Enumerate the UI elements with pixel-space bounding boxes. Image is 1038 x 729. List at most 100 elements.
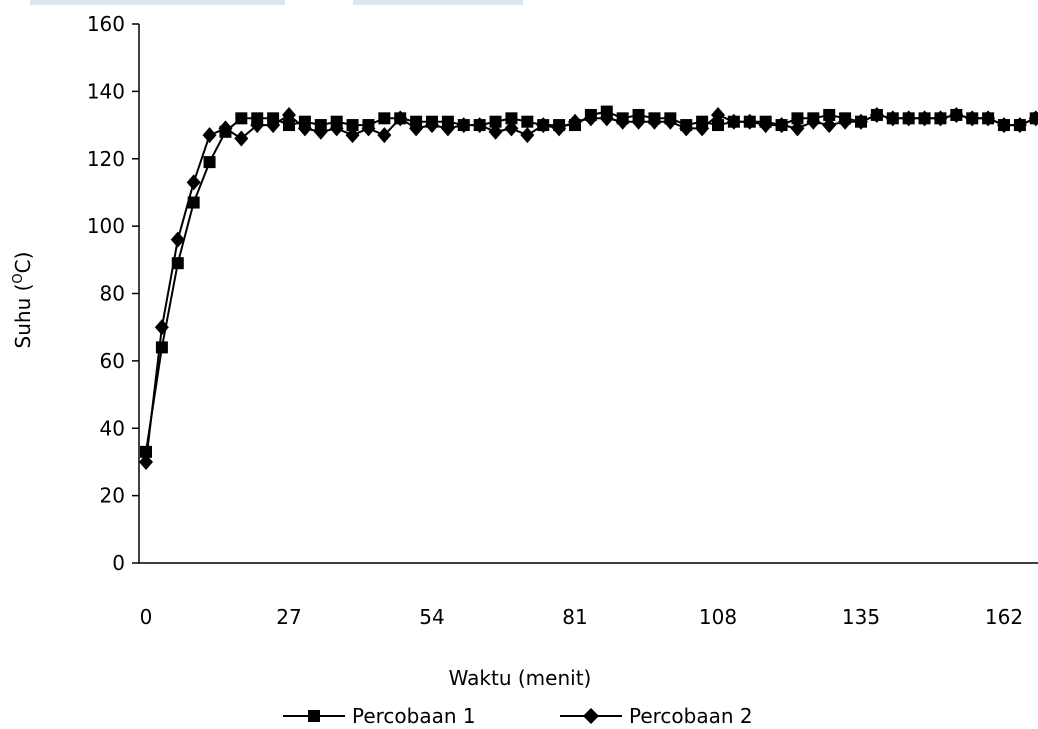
data-point-diamond [981,110,996,127]
y-tick-label: 80 [100,282,125,306]
data-point-square [505,112,518,125]
series-layer [139,105,1038,470]
data-point-diamond [997,117,1011,134]
legend-marker-square [308,710,320,722]
data-point-square [203,156,216,169]
data-point-diamond [297,120,312,137]
x-tick-label: 162 [985,605,1023,629]
legend-marker-diamond [583,708,599,724]
data-point-diamond [345,127,360,144]
data-point-diamond [599,110,614,127]
data-point-diamond [742,113,757,130]
data-point-diamond [536,117,551,134]
data-point-diamond [1028,110,1038,127]
x-tick-label: 54 [419,605,444,629]
legend-item-percobaan-2: Percobaan 2 [560,704,753,728]
series-1 [140,105,1038,458]
data-point-square [140,445,152,458]
data-point-diamond [695,120,710,137]
x-tick-label: 0 [140,605,153,629]
data-point-diamond [313,123,328,140]
data-point-diamond [822,117,837,134]
data-point-diamond [154,319,169,336]
data-point-square [378,112,391,125]
data-point-diamond [647,113,662,130]
data-point-square [155,341,168,354]
data-point-diamond [139,453,153,470]
data-point-diamond [965,110,980,127]
y-axis-ticks: 0 20 40 60 80 100 120 140 160 [87,12,139,575]
y-tick-label: 120 [87,147,125,171]
x-tick-label: 135 [842,605,880,629]
data-point-diamond [472,117,487,134]
y-tick-label: 0 [112,551,125,575]
legend-item-percobaan-1: Percobaan 1 [283,704,476,728]
y-tick-label: 140 [87,79,125,103]
data-point-square [823,108,836,121]
x-axis-ticks: 0 27 54 81 108 135 162 [140,605,1023,629]
y-tick-label: 160 [87,12,125,36]
x-axis-title: Waktu (menit) [449,666,592,690]
y-axis-title: Suhu (OC) [11,252,35,349]
data-point-diamond [790,120,805,137]
data-point-diamond [234,130,249,147]
series-line-2 [145,113,1038,463]
data-point-diamond [377,127,392,144]
y-tick-label: 40 [100,416,125,440]
top-tab-left [30,0,285,5]
data-point-diamond [425,117,439,134]
data-point-diamond [282,106,296,123]
data-point-diamond [949,106,964,123]
data-point-diamond [758,117,773,134]
legend-label-percobaan-2: Percobaan 2 [629,704,753,728]
data-point-square [521,115,534,128]
x-tick-label: 108 [699,605,737,629]
data-point-diamond [409,120,424,137]
data-point-square [346,119,359,132]
data-point-diamond [218,120,233,137]
data-point-diamond [854,113,868,130]
data-point-square [187,196,200,209]
data-point-diamond [583,110,598,127]
top-tab-right [353,0,523,5]
data-point-diamond [250,117,265,134]
data-point-square [791,112,804,125]
data-point-diamond [774,117,789,134]
data-point-diamond [186,174,201,191]
x-tick-label: 81 [562,605,587,629]
y-axis-title-end: C) [11,252,35,274]
y-axis-title-superscript: O [11,273,26,283]
data-point-diamond [806,113,821,130]
data-point-diamond [440,120,455,137]
data-point-diamond [711,106,725,123]
series-2 [139,106,1038,470]
data-point-diamond [885,110,900,127]
data-point-diamond [520,127,535,144]
data-point-diamond [504,120,519,137]
data-point-square [283,119,295,132]
data-point-diamond [663,113,678,130]
data-point-diamond [679,120,694,137]
y-tick-label: 20 [100,484,125,508]
data-point-diamond [266,117,281,134]
y-tick-label: 60 [100,349,125,373]
data-point-diamond [917,110,932,127]
data-point-diamond [552,120,567,137]
data-point-square [235,112,248,125]
data-point-diamond [933,110,948,127]
x-tick-label: 27 [276,605,301,629]
data-point-diamond [393,110,408,127]
data-point-diamond [568,113,582,130]
data-point-diamond [838,113,853,130]
data-point-diamond [456,117,471,134]
data-point-diamond [488,123,503,140]
data-point-square [489,115,502,128]
data-point-square [712,119,724,132]
legend: Percobaan 1 Percobaan 2 [283,704,753,728]
data-point-diamond [869,106,884,123]
data-point-diamond [631,113,646,130]
series-line-1 [145,110,1038,452]
y-tick-label: 100 [87,214,125,238]
data-point-diamond [1012,117,1027,134]
